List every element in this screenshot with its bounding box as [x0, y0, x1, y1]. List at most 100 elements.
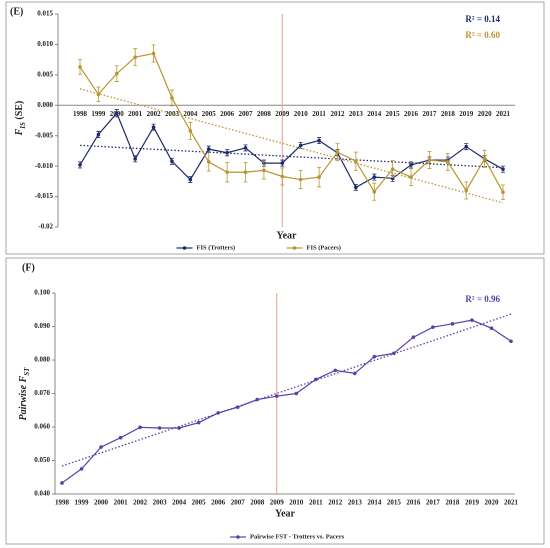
x-tick-label: 1999 — [75, 499, 90, 507]
point — [317, 138, 321, 143]
x-tick-label: 2011 — [309, 499, 323, 507]
point — [118, 435, 123, 440]
y-tick-label: -0.005 — [35, 131, 54, 139]
point — [96, 92, 101, 97]
y-tick-label: 0.060 — [34, 423, 50, 431]
point — [151, 51, 156, 56]
point — [482, 157, 487, 161]
x-tick-label: 2019 — [465, 499, 480, 507]
point — [464, 144, 469, 149]
y-label-main: Pairwise F — [18, 375, 29, 420]
point — [501, 167, 505, 171]
legend-marker — [182, 246, 187, 250]
x-tick-label: 2009 — [270, 499, 285, 507]
x-tick-label: 2016 — [404, 110, 419, 118]
x-tick-label: 2007 — [231, 499, 246, 507]
x-tick-label: 2001 — [114, 499, 129, 507]
point — [501, 190, 505, 195]
point — [225, 170, 229, 175]
x-tick-label: 2018 — [441, 110, 456, 118]
series-line — [79, 52, 504, 193]
point — [431, 325, 435, 329]
point — [177, 426, 181, 430]
point — [372, 189, 377, 194]
x-tick-label: 2010 — [294, 110, 309, 118]
x-tick-label: 2014 — [367, 499, 382, 507]
point — [298, 177, 303, 182]
point — [470, 318, 474, 322]
y-tick-label: 0.040 — [34, 490, 50, 498]
point — [489, 326, 494, 330]
y-axis-label: Pairwise FST — [18, 367, 30, 421]
point — [274, 394, 279, 398]
legend-label: FIS (Pacers) — [307, 244, 341, 251]
x-tick-label: 2013 — [348, 499, 363, 507]
point — [294, 391, 299, 396]
y-axis-label: FIS (SE) — [14, 101, 26, 137]
x-tick-label: 2021 — [496, 110, 511, 118]
point — [206, 147, 211, 151]
point — [372, 175, 377, 179]
legend-label: FIS (Trotters) — [197, 244, 236, 251]
point — [114, 71, 119, 76]
y-label-suffix: (SE) — [14, 101, 25, 122]
point — [206, 160, 211, 164]
legend-marker — [292, 246, 297, 250]
point — [335, 150, 340, 154]
x-tick-label: 2019 — [459, 110, 474, 118]
x-tick-label: 2003 — [153, 499, 168, 507]
x-tick-label: 2005 — [202, 110, 217, 118]
legend-marker — [236, 535, 240, 539]
point — [133, 157, 137, 161]
point — [354, 159, 358, 164]
point — [170, 96, 174, 100]
series-line — [61, 319, 512, 484]
point — [392, 351, 396, 356]
point — [78, 65, 82, 69]
panel-label: (F) — [22, 262, 35, 273]
x-tick-label: 2006 — [220, 110, 235, 118]
point — [450, 322, 455, 326]
x-tick-label: 2007 — [239, 110, 254, 118]
point — [188, 177, 193, 182]
x-tick-label: 2020 — [484, 499, 499, 507]
point — [216, 411, 220, 415]
legend-label: Pairwise FST - Trotters vs. Pacers — [250, 533, 345, 540]
point — [196, 420, 201, 425]
x-tick-label: 2006 — [211, 499, 226, 507]
point — [509, 339, 513, 344]
point — [243, 146, 248, 150]
x-tick-label: 1999 — [91, 110, 106, 118]
x-tick-label: 1998 — [73, 110, 88, 118]
x-tick-label: 2014 — [367, 110, 382, 118]
point — [170, 159, 174, 164]
x-tick-label: 2012 — [328, 499, 343, 507]
x-tick-label: 1998 — [55, 499, 70, 507]
y-tick-label: 0.090 — [34, 322, 50, 330]
x-tick-label: 2016 — [406, 499, 421, 507]
x-tick-label: 2010 — [289, 499, 304, 507]
point — [96, 132, 101, 137]
point — [409, 175, 413, 179]
point — [372, 354, 377, 359]
x-tick-label: 2011 — [312, 110, 326, 118]
series-line — [79, 112, 504, 189]
x-tick-label: 2020 — [478, 110, 493, 118]
panel-frame — [5, 257, 545, 545]
y-tick-label: 0.050 — [34, 456, 50, 464]
x-tick-label: 2021 — [504, 499, 519, 507]
x-tick-label: 2008 — [250, 499, 265, 507]
x-tick-label: 2004 — [183, 110, 198, 118]
y-tick-label: 0.005 — [37, 70, 53, 78]
point — [354, 185, 358, 190]
x-tick-label: 2000 — [94, 499, 109, 507]
point — [353, 371, 357, 376]
point — [235, 405, 240, 410]
x-tick-label: 2017 — [422, 110, 437, 118]
point — [243, 170, 248, 175]
x-tick-label: 2004 — [172, 499, 187, 507]
point — [133, 55, 137, 60]
y-tick-label: 0.000 — [37, 101, 53, 109]
y-tick-label: 0.015 — [37, 10, 53, 18]
